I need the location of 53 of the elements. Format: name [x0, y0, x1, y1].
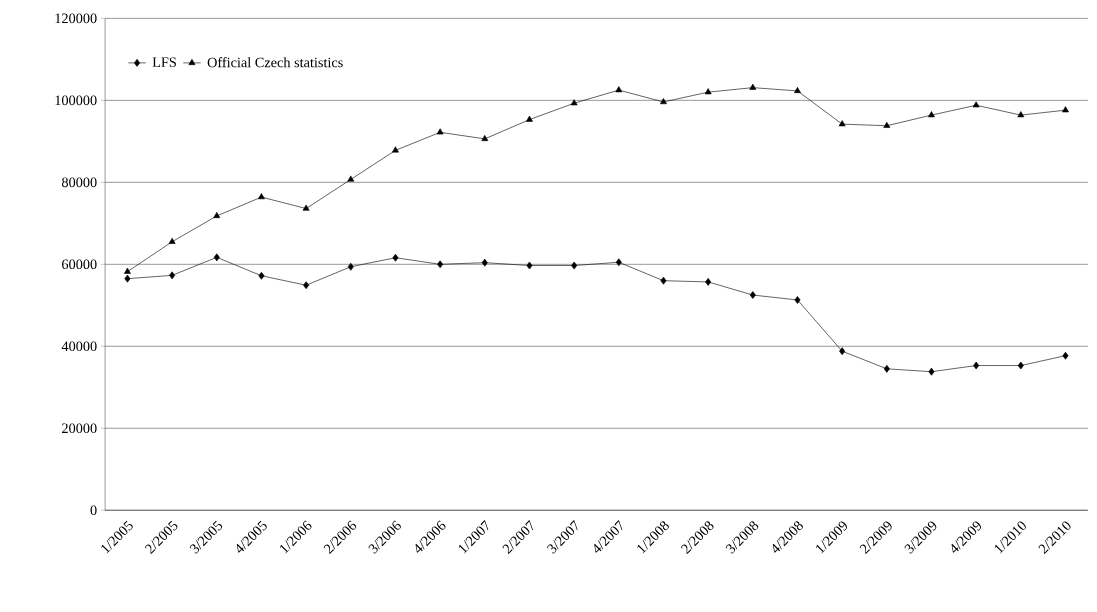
point: [168, 237, 176, 244]
point: [213, 253, 220, 262]
point: [660, 276, 667, 285]
point: [883, 364, 890, 373]
point: [392, 253, 399, 262]
point: [749, 291, 756, 299]
point: [928, 367, 935, 376]
point: [303, 281, 310, 289]
point: [124, 274, 131, 283]
legend-label: LFS: [152, 57, 176, 67]
point: [526, 261, 533, 270]
point: [838, 120, 846, 127]
point: [302, 204, 310, 211]
point: [392, 146, 399, 153]
point: [972, 101, 980, 108]
point: [481, 258, 488, 267]
y-tick-label: 80000: [61, 177, 97, 188]
y-tick-label: 120000: [55, 13, 97, 24]
point: [124, 267, 131, 274]
point: [749, 83, 757, 90]
point: [794, 86, 801, 93]
point: [481, 134, 489, 141]
y-tick-label: 40000: [61, 341, 97, 351]
point: [839, 347, 846, 355]
point: [570, 99, 578, 106]
point: [213, 211, 221, 218]
point: [660, 97, 667, 104]
point: [347, 262, 354, 271]
point: [347, 175, 355, 182]
y-tick-label: 60000: [62, 259, 97, 269]
point: [973, 361, 980, 370]
point: [1062, 106, 1069, 113]
point: [1017, 111, 1025, 118]
point: [615, 86, 623, 93]
y-tick-label: 0: [90, 505, 97, 515]
point: [1017, 361, 1024, 370]
point: [928, 111, 935, 118]
point: [571, 261, 578, 270]
point: [437, 260, 444, 269]
point: [704, 88, 712, 95]
point: [169, 271, 176, 280]
point: [258, 271, 265, 280]
point: [615, 258, 622, 266]
legend-label: Official Czech statistics: [207, 56, 343, 68]
point: [258, 193, 265, 200]
point: [1062, 351, 1069, 360]
point: [883, 121, 891, 128]
y-tick-label: 100000: [55, 95, 97, 106]
point: [436, 128, 444, 135]
y-tick-label: 20000: [62, 423, 97, 433]
point: [794, 295, 801, 304]
point: [526, 115, 533, 122]
point: [705, 277, 712, 286]
